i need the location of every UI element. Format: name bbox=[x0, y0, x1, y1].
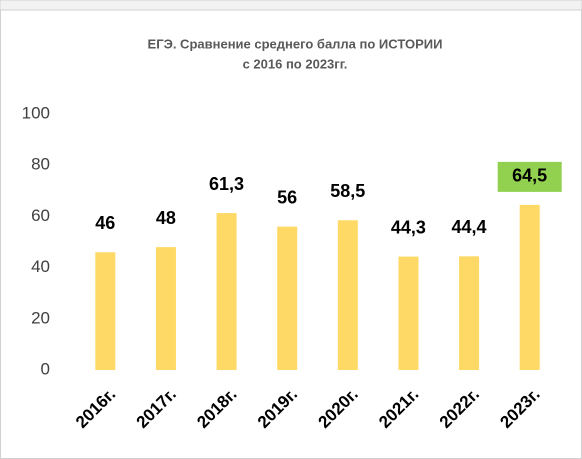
value-label: 58,5 bbox=[330, 181, 365, 201]
y-tick-label: 100 bbox=[22, 103, 50, 122]
chart-subtitle: с 2016 по 2023гг. bbox=[243, 56, 348, 71]
y-tick-label: 80 bbox=[31, 155, 50, 174]
value-label: 64,5 bbox=[512, 166, 547, 186]
value-label: 56 bbox=[277, 187, 297, 207]
bar bbox=[277, 226, 298, 370]
value-label: 46 bbox=[95, 213, 115, 233]
y-tick-label: 0 bbox=[41, 359, 50, 378]
bar bbox=[155, 247, 176, 370]
value-label: 48 bbox=[156, 208, 176, 228]
y-tick-label: 20 bbox=[31, 308, 50, 327]
value-label: 44,3 bbox=[391, 217, 426, 237]
bar bbox=[95, 252, 116, 370]
value-label-highlight bbox=[497, 161, 562, 192]
y-tick-label: 60 bbox=[31, 206, 50, 225]
bar bbox=[337, 220, 358, 370]
bar bbox=[216, 213, 237, 370]
bar bbox=[519, 204, 540, 370]
chart-title: ЕГЭ. Сравнение среднего балла по ИСТОРИИ bbox=[148, 36, 443, 51]
bar bbox=[459, 256, 480, 370]
value-label: 44,4 bbox=[452, 217, 487, 237]
top-strip bbox=[0, 0, 582, 11]
y-tick-label: 40 bbox=[31, 257, 50, 276]
bar bbox=[398, 256, 419, 370]
value-label: 61,3 bbox=[209, 174, 244, 194]
